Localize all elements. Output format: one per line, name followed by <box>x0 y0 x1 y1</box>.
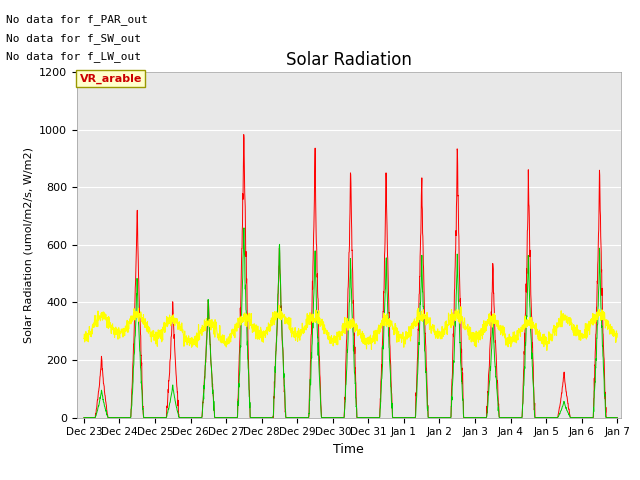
Line: SW_in: SW_in <box>84 228 617 418</box>
Text: No data for f_PAR_out: No data for f_PAR_out <box>6 14 148 25</box>
SW_in <box>506 415 513 420</box>
LW_in <box>275 302 283 308</box>
PAR_in <box>80 415 88 420</box>
PAR_in <box>228 415 236 420</box>
Text: No data for f_LW_out: No data for f_LW_out <box>6 51 141 62</box>
Y-axis label: Solar Radiation (umol/m2/s, W/m2): Solar Radiation (umol/m2/s, W/m2) <box>24 147 33 343</box>
Text: No data for f_SW_out: No data for f_SW_out <box>6 33 141 44</box>
LW_in <box>543 348 550 353</box>
LW_in <box>80 336 88 341</box>
SW_in <box>566 415 574 420</box>
PAR_in <box>378 361 385 367</box>
PAR_in <box>366 415 374 420</box>
PAR_in <box>581 415 589 420</box>
SW_in <box>240 225 248 231</box>
Text: VR_arable: VR_arable <box>79 74 142 84</box>
SW_in <box>80 415 88 420</box>
Line: PAR_in: PAR_in <box>84 134 617 418</box>
LW_in <box>582 321 589 326</box>
SW_in <box>581 415 589 420</box>
LW_in <box>378 324 385 330</box>
SW_in <box>228 415 236 420</box>
X-axis label: Time: Time <box>333 443 364 456</box>
LW_in <box>613 331 621 336</box>
LW_in <box>506 340 513 346</box>
PAR_in <box>566 414 574 420</box>
PAR_in <box>506 415 513 420</box>
Line: LW_in: LW_in <box>84 305 617 350</box>
LW_in <box>228 329 236 335</box>
SW_in <box>366 415 374 420</box>
PAR_in <box>613 415 621 420</box>
PAR_in <box>240 132 248 137</box>
LW_in <box>566 321 574 327</box>
LW_in <box>366 341 374 347</box>
Title: Solar Radiation: Solar Radiation <box>286 51 412 69</box>
SW_in <box>378 376 385 382</box>
SW_in <box>613 415 621 420</box>
